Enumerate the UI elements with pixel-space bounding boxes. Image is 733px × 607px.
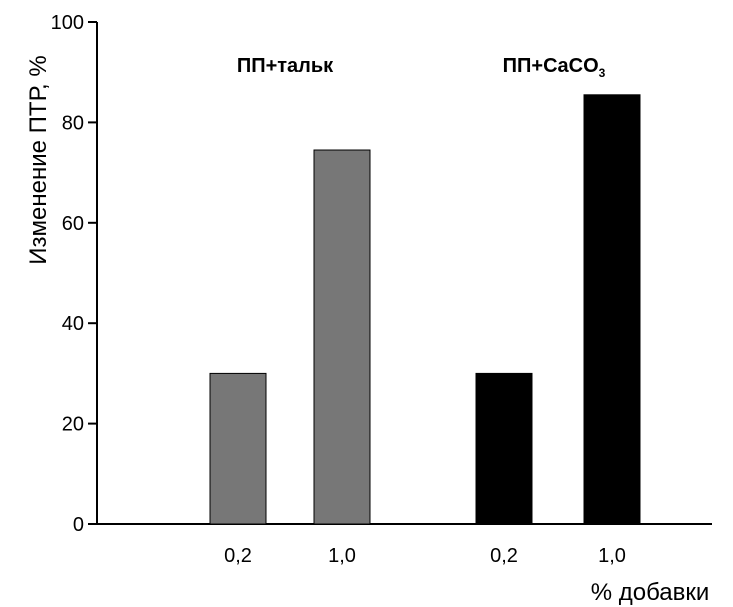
y-tick-label: 20 [62, 414, 84, 436]
bar-talc-1 [313, 149, 371, 525]
y-tick-label: 40 [62, 313, 84, 335]
x-tick-label: 0,2 [224, 545, 252, 567]
group-label-talc: ПП+тальк [237, 55, 334, 77]
bar-talc-0 [209, 372, 267, 525]
x-tick-labels: 0,2 1,0 0,2 1,0 [224, 545, 626, 567]
y-tick-label: 60 [62, 213, 84, 235]
bar-caco3-0 [475, 372, 533, 525]
x-axis-title: % добавки [591, 579, 710, 606]
x-tick-label: 1,0 [328, 545, 356, 567]
y-tick-label: 0 [73, 514, 84, 536]
x-tick-label: 1,0 [598, 545, 626, 567]
y-axis-title: Изменение ПТР, % [25, 55, 52, 264]
y-tick-label: 80 [62, 112, 84, 134]
group-label-caco3-sub: 3 [599, 66, 606, 80]
group-label-caco3: ПП+CaCO3 [503, 55, 606, 80]
group-label-caco3-main: ПП+CaCO [503, 55, 599, 77]
y-ticks: 0 20 40 60 80 100 [51, 12, 97, 536]
x-tick-label: 0,2 [490, 545, 518, 567]
bars [209, 94, 641, 525]
bar-caco3-1 [583, 94, 641, 525]
y-tick-label: 100 [51, 12, 84, 34]
